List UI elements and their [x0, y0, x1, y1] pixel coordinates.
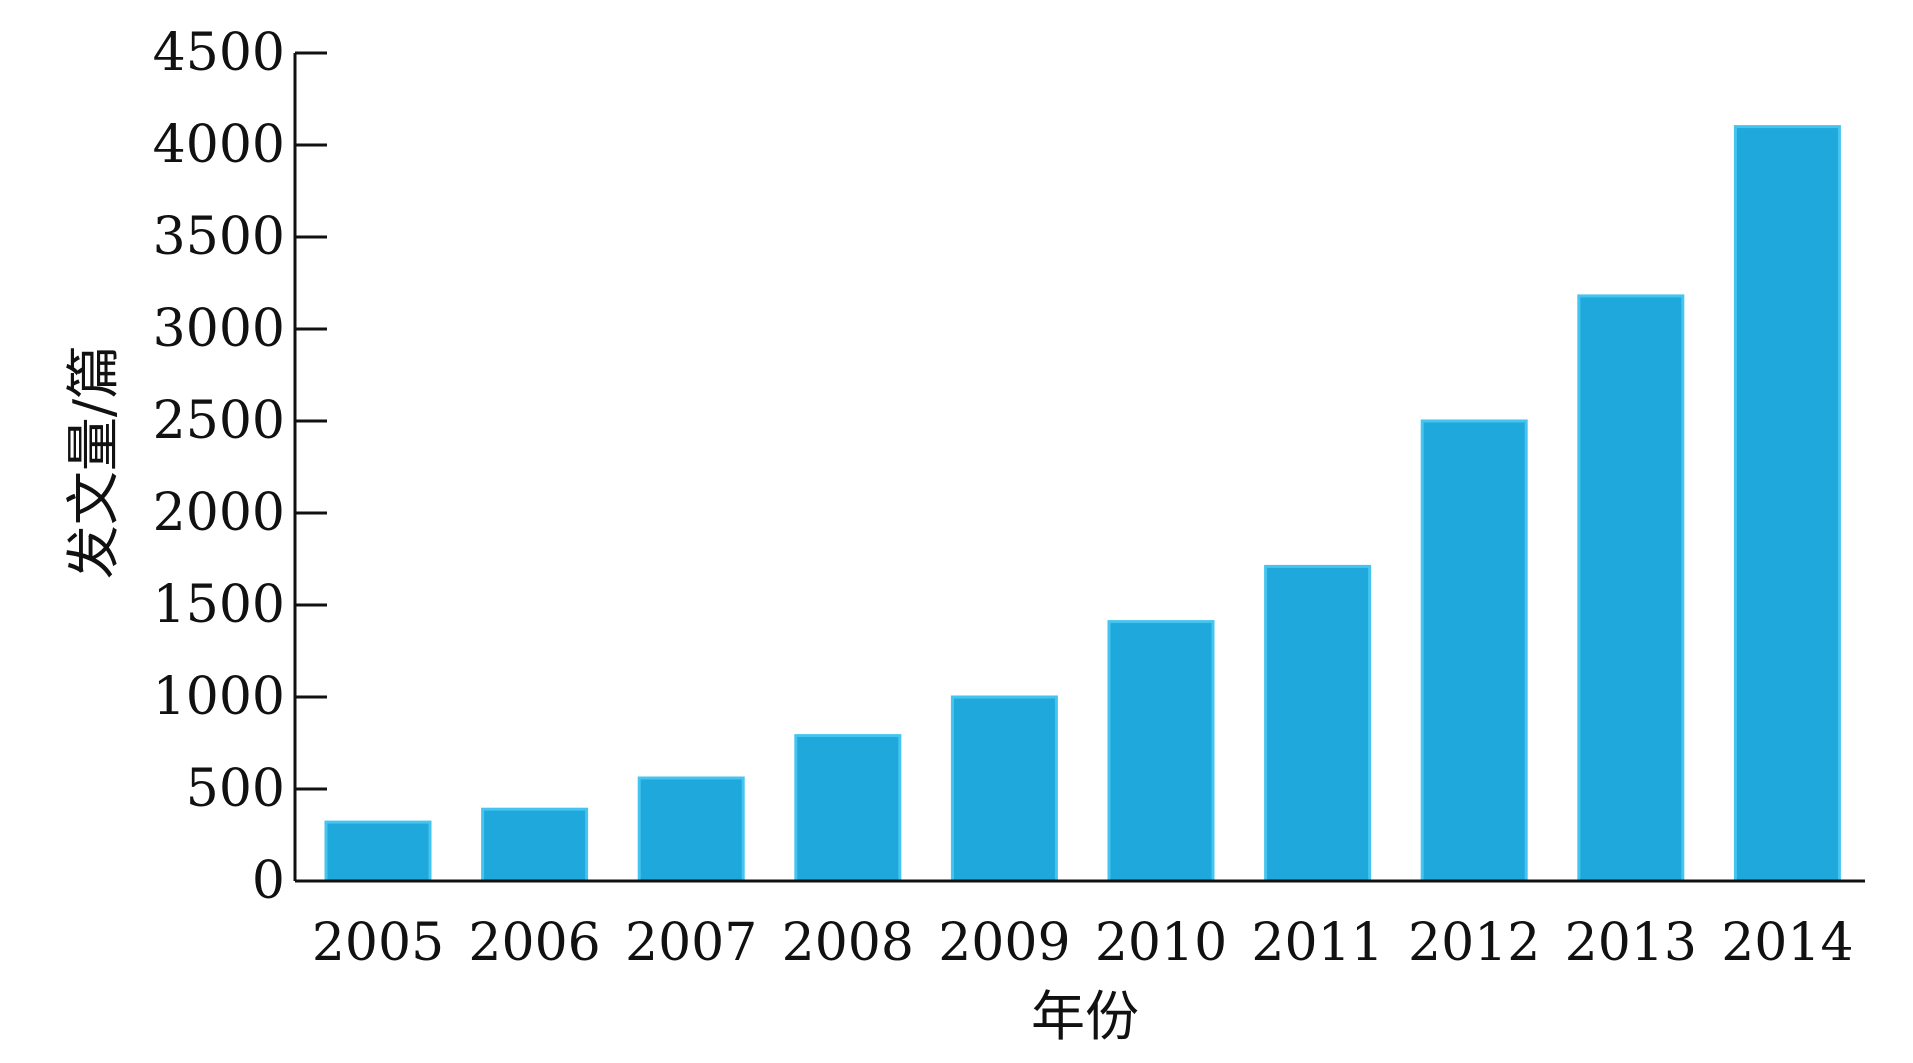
x-tick-label-2011: 2011 [1251, 913, 1383, 973]
y-ticks: 0 500 1000 1500 2000 2500 3000 3500 4000 4500 [153, 23, 327, 911]
x-tick-label-2010: 2010 [1095, 913, 1227, 973]
x-tick-label-2009: 2009 [938, 913, 1070, 973]
x-tick-label-2005: 2005 [312, 913, 444, 973]
bar-2012 [1420, 419, 1528, 883]
bar-2014 [1733, 125, 1841, 883]
y-tick-label-1500: 1500 [153, 575, 285, 635]
x-ticks: 2005 2006 2007 2008 2009 2010 2011 2012 2013 2014 [312, 913, 1854, 973]
y-tick-label-4000: 4000 [153, 115, 285, 175]
bar-2010 [1107, 620, 1215, 883]
x-tick-label-2013: 2013 [1565, 913, 1697, 973]
y-tick-label-3500: 3500 [153, 207, 285, 267]
y-tick-label-2500: 2500 [153, 391, 285, 451]
x-tick-label-2012: 2012 [1408, 913, 1540, 973]
x-tick-label-2014: 2014 [1721, 913, 1853, 973]
y-tick-label-1000: 1000 [153, 667, 285, 727]
x-tick-label-2006: 2006 [468, 913, 600, 973]
x-axis-title: 年份 [1031, 985, 1139, 1048]
bar-2005 [324, 820, 432, 883]
x-tick-label-2008: 2008 [782, 913, 914, 973]
y-tick-label-2000: 2000 [153, 483, 285, 543]
bar-2008 [794, 734, 902, 883]
bar-2013 [1577, 294, 1685, 883]
bar-2006 [481, 807, 589, 883]
y-tick-label-500: 500 [186, 759, 285, 819]
axes-layer [293, 53, 1865, 883]
x-tick-label-2007: 2007 [625, 913, 757, 973]
bars-layer [324, 125, 1841, 883]
y-axis-title: 发文量/篇 [62, 345, 125, 579]
y-tick-label-0: 0 [252, 851, 285, 911]
bar-2011 [1264, 564, 1372, 883]
y-tick-label-4500: 4500 [153, 23, 285, 83]
y-tick-label-3000: 3000 [153, 299, 285, 359]
bar-2009 [950, 695, 1058, 883]
bar-2007 [637, 776, 745, 883]
